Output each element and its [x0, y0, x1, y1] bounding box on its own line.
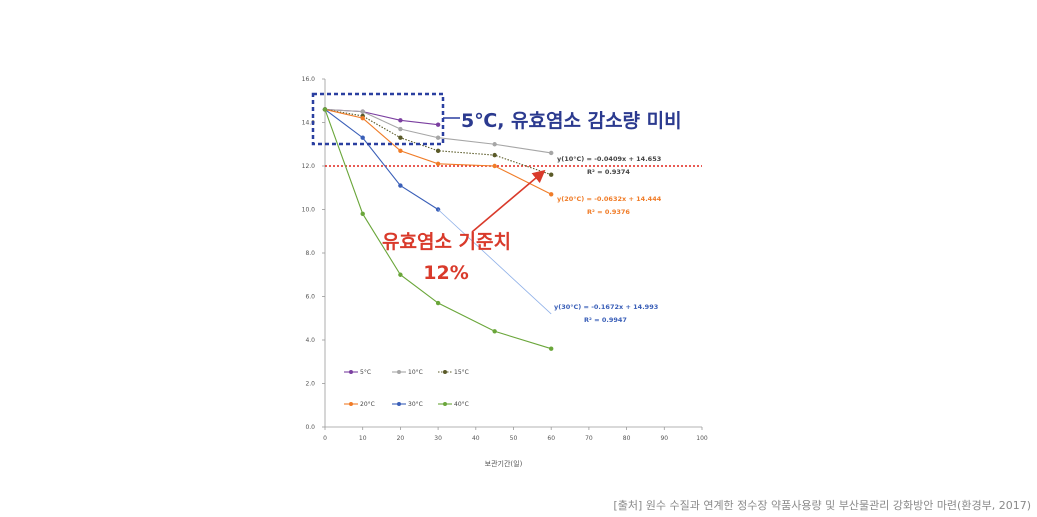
x-tick-label: 0	[323, 435, 327, 442]
r-squared-label: R² = 0.9376	[587, 208, 630, 216]
x-tick-label: 40	[472, 435, 480, 442]
data-point	[360, 109, 365, 114]
x-tick-label: 100	[696, 435, 708, 442]
data-point	[549, 172, 554, 177]
legend: 5°C 10°C 15°C 20°C 30°C 40°C	[344, 369, 469, 408]
legend-swatch-marker	[397, 402, 401, 406]
regression-equation: y(20°C) = -0.0632x + 14.444	[557, 195, 662, 203]
data-point	[549, 346, 554, 351]
data-point	[435, 148, 441, 153]
highlight-box	[311, 92, 445, 146]
x-tick-label: 10	[359, 435, 367, 442]
data-point	[360, 135, 365, 140]
series-line-4	[324, 109, 439, 210]
data-point	[492, 163, 497, 169]
data-point	[398, 135, 403, 140]
x-tick-label: 20	[397, 435, 405, 442]
y-tick-label: 10.0	[302, 207, 316, 214]
data-point	[549, 150, 554, 156]
data-point	[398, 126, 403, 132]
box-annotation: 5℃, 유효염소 감소량 미비	[461, 110, 682, 132]
data-point	[435, 135, 441, 140]
data-point	[549, 192, 554, 197]
y-tick-label: 2.0	[305, 381, 315, 388]
data-point	[398, 118, 403, 123]
y-tick-label: 0.0	[305, 424, 315, 431]
data-point	[435, 300, 441, 306]
r-squared-label: R² = 0.9947	[584, 316, 627, 324]
series-line-5	[324, 109, 552, 350]
data-point	[398, 148, 403, 153]
x-tick-label: 90	[660, 435, 668, 442]
x-tick-label: 80	[623, 435, 631, 442]
legend-entry: 20°C	[360, 401, 375, 408]
x-tick-label: 50	[510, 435, 518, 442]
legend-entry: 5°C	[360, 369, 371, 376]
r-squared-label: R² = 0.9374	[587, 168, 630, 176]
source-caption: [출처] 원수 수질과 연계한 정수장 약품사용량 및 부산물관리 강화방안 마…	[613, 499, 1031, 512]
regression-equation: y(30°C) = -0.1672x + 14.993	[554, 303, 658, 311]
legend-entry: 30°C	[408, 401, 423, 408]
data-point	[492, 142, 497, 147]
legend-swatch-marker	[349, 402, 353, 406]
legend-entry: 15°C	[454, 369, 469, 376]
x-tick-label: 70	[585, 435, 593, 442]
axes: 0.0 2.0 4.0 6.0 8.0 10.0 12.0 14.0 16.0 0 10 20 30 40…	[302, 76, 708, 468]
series-layer	[322, 107, 554, 351]
y-tick-label: 8.0	[305, 250, 315, 257]
data-point	[398, 272, 403, 277]
x-tick-label: 60	[547, 435, 555, 442]
legend-entry: 40°C	[454, 401, 469, 408]
data-point	[435, 122, 441, 127]
data-point	[322, 107, 328, 112]
data-point	[398, 183, 403, 188]
data-point	[492, 329, 497, 334]
trendline-30c	[437, 209, 552, 315]
threshold-annotation: 유효염소 기준치	[382, 231, 511, 253]
legend-swatch-marker	[443, 370, 447, 374]
legend-entry: 10°C	[408, 369, 423, 376]
data-point	[492, 152, 497, 158]
legend-swatch-marker	[349, 370, 353, 374]
x-axis-label: 보관기간(일)	[485, 459, 523, 468]
series-line-3	[324, 108, 552, 195]
x-tick-label: 30	[434, 435, 442, 442]
legend-swatch-marker	[397, 370, 401, 374]
data-point	[360, 115, 365, 121]
threshold-arrow	[471, 169, 546, 233]
y-tick-label: 6.0	[305, 294, 315, 301]
y-tick-label: 16.0	[302, 76, 316, 83]
annotation-layer: y(10°C) = -0.0409x + 14.653 R² = 0.9374 y(…	[311, 92, 682, 324]
y-tick-label: 4.0	[305, 337, 315, 344]
data-point	[360, 211, 365, 217]
data-point	[435, 161, 441, 167]
series-line-1	[324, 108, 552, 154]
threshold-annotation-value: 12%	[423, 262, 468, 284]
y-tick-label: 14.0	[302, 120, 316, 127]
y-tick-label: 12.0	[302, 163, 316, 170]
legend-swatch-marker	[443, 402, 447, 406]
regression-equation: y(10°C) = -0.0409x + 14.653	[557, 155, 661, 163]
